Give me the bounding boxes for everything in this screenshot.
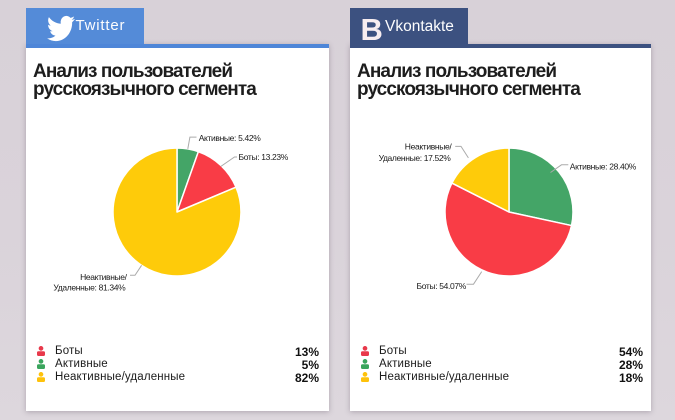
svg-text:Боты: 13.23%: Боты: 13.23% (239, 152, 289, 162)
svg-text:Активные: 5.42%: Активные: 5.42% (199, 133, 262, 143)
svg-text:Неактивные/: Неактивные/ (405, 142, 453, 152)
svg-text:Удаленные: 81.34%: Удаленные: 81.34% (53, 282, 126, 292)
svg-text:Активные: 28.40%: Активные: 28.40% (570, 161, 637, 171)
svg-text:Неактивные/: Неактивные/ (80, 272, 128, 282)
svg-text:Удаленные: 17.52%: Удаленные: 17.52% (379, 153, 452, 163)
svg-text:Боты: 54.07%: Боты: 54.07% (417, 281, 467, 291)
